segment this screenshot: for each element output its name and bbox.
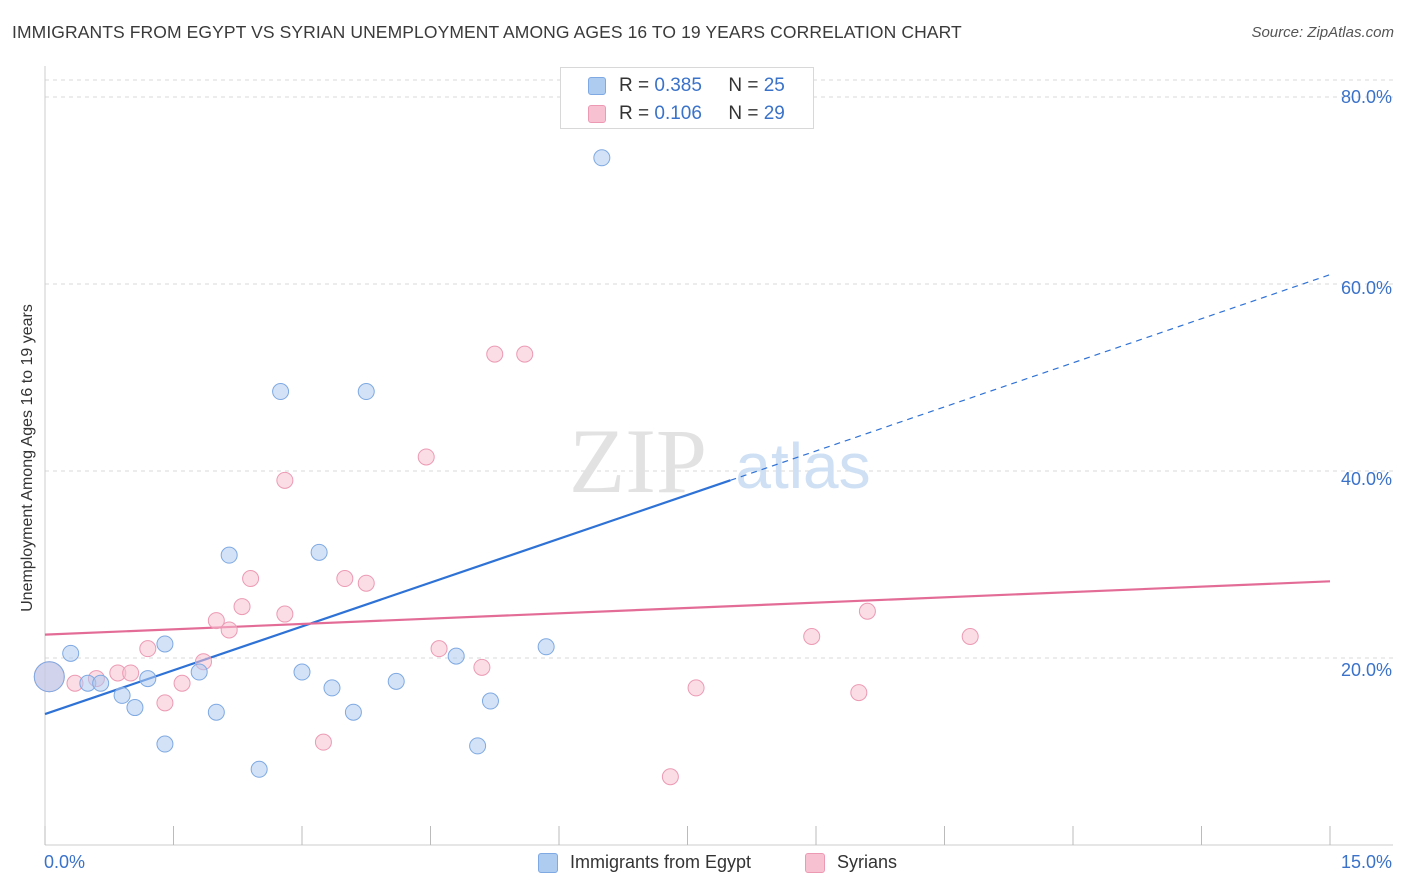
legend-n-label: N = [728, 75, 759, 96]
legend-r-label: R = [619, 75, 650, 96]
point-syrians [276, 471, 294, 489]
point-egypt [126, 699, 144, 717]
watermark: ZIP atlas [569, 410, 871, 512]
chart-title: IMMIGRANTS FROM EGYPT VS SYRIAN UNEMPLOY… [12, 22, 962, 42]
point-syrians [173, 674, 191, 692]
point-egypt [293, 663, 311, 681]
legend-label-egypt: Immigrants from Egypt [570, 852, 752, 872]
x-tick-label-max: 15.0% [1340, 852, 1392, 872]
legend-label-syrians: Syrians [837, 852, 898, 872]
point-egypt [207, 703, 225, 721]
point-egypt [469, 737, 487, 755]
point-syrians [122, 664, 140, 682]
point-syrians [430, 640, 448, 658]
legend-n-value-egypt: 25 [763, 75, 785, 96]
point-egypt [387, 672, 405, 690]
legend-n-value-syrians: 29 [763, 103, 785, 124]
trend-lines [44, 274, 1331, 716]
point-syrians [220, 621, 238, 639]
legend-swatch-egypt [538, 853, 558, 873]
y-tick-label-60: 60.0% [1340, 278, 1392, 298]
point-syrians [687, 679, 705, 697]
point-egypt [310, 543, 328, 561]
trend-line-egypt-extension [730, 274, 1331, 481]
point-egypt [156, 635, 174, 653]
point-syrians [276, 605, 294, 623]
legend-swatch-egypt [588, 77, 606, 95]
legend-swatch-syrians [805, 853, 825, 873]
point-syrians [661, 768, 679, 786]
legend-r-value-egypt: 0.385 [654, 75, 702, 96]
point-syrians [156, 694, 174, 712]
point-syrians [516, 345, 534, 363]
point-egypt [139, 670, 157, 688]
y-tick-label-20: 20.0% [1340, 660, 1392, 680]
watermark-zip: ZIP [569, 410, 707, 512]
data-points [33, 149, 979, 786]
point-egypt [92, 674, 110, 692]
point-syrians [858, 602, 876, 620]
point-egypt [447, 647, 465, 665]
point-syrians [242, 570, 260, 588]
point-syrians [486, 345, 504, 363]
point-egypt [593, 149, 611, 167]
legend-n-label: N = [728, 103, 759, 124]
point-syrians [139, 640, 157, 658]
point-syrians [207, 612, 225, 630]
point-syrians [336, 570, 354, 588]
point-egypt [537, 638, 555, 656]
point-egypt [113, 686, 131, 704]
legend-r-label: R = [619, 103, 650, 124]
point-egypt [344, 703, 362, 721]
point-egypt [156, 735, 174, 753]
point-syrians [961, 627, 979, 645]
point-syrians [357, 574, 375, 592]
point-syrians [850, 684, 868, 702]
point-syrians [314, 733, 332, 751]
watermark-atlas: atlas [735, 430, 870, 502]
point-syrians [803, 627, 821, 645]
point-egypt [323, 679, 341, 697]
point-egypt [250, 760, 268, 778]
legend-r-value-syrians: 0.106 [654, 103, 702, 124]
point-egypt [272, 383, 290, 401]
axes [44, 66, 1393, 846]
point-egypt [190, 663, 208, 681]
point-syrians [417, 448, 435, 466]
point-egypt [62, 644, 80, 662]
point-egypt [33, 661, 65, 693]
point-egypt [481, 692, 499, 710]
point-egypt [357, 383, 375, 401]
source-credit: Source: ZipAtlas.com [1251, 24, 1394, 41]
x-tick-label-min: 0.0% [44, 852, 86, 872]
y-tick-label-40: 40.0% [1340, 469, 1392, 489]
point-syrians [473, 658, 491, 676]
point-syrians [233, 598, 251, 616]
trend-line-syrians [44, 580, 1331, 636]
point-egypt [220, 546, 238, 564]
stats-legend: R = 0.385 N = 25 R = 0.106 N = 29 [560, 67, 814, 129]
legend-swatch-syrians [588, 105, 606, 123]
trend-line-egypt [44, 479, 731, 716]
y-tick-label-80: 80.0% [1340, 87, 1392, 107]
